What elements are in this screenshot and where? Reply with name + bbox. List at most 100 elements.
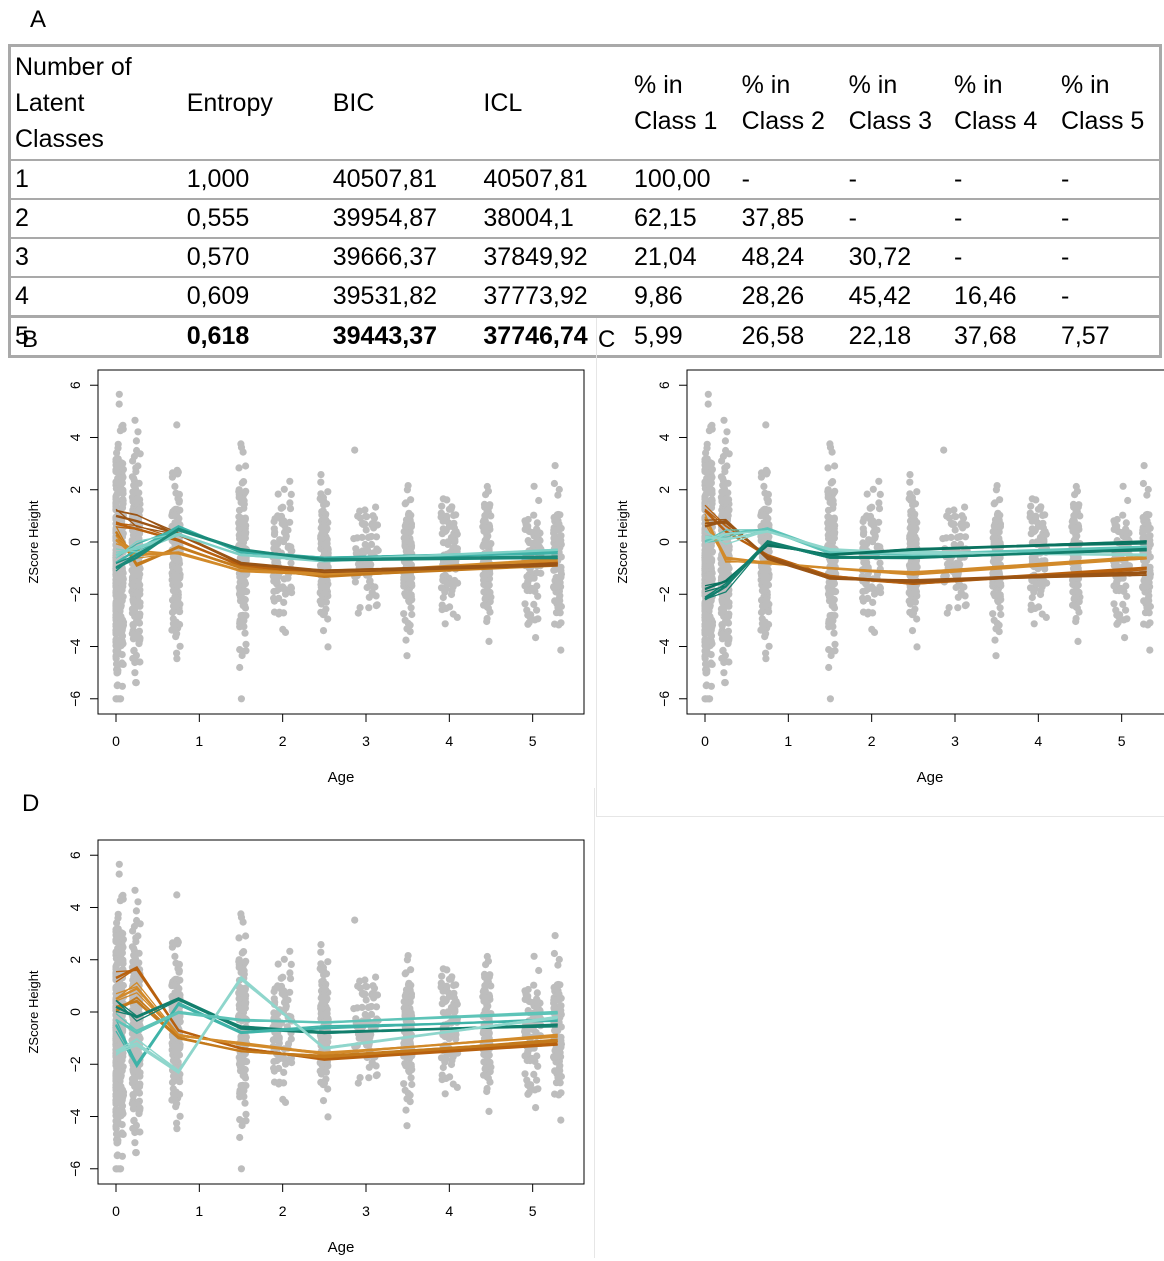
data-point xyxy=(829,478,837,486)
data-point xyxy=(369,590,377,598)
data-point xyxy=(171,1041,179,1049)
data-point xyxy=(115,390,123,398)
data-point xyxy=(236,663,244,672)
data-point xyxy=(116,1056,124,1064)
data-point xyxy=(482,571,490,579)
data-point xyxy=(760,571,768,579)
data-point xyxy=(761,489,769,497)
data-point xyxy=(824,519,832,527)
data-point xyxy=(555,485,563,494)
data-point xyxy=(1122,519,1130,527)
data-point xyxy=(286,975,295,983)
data-point xyxy=(176,1078,184,1086)
data-point xyxy=(959,520,967,528)
x-tick-label: 1 xyxy=(784,733,792,749)
series-line xyxy=(704,522,1147,584)
data-point xyxy=(130,481,138,489)
data-point xyxy=(438,530,446,538)
data-point xyxy=(242,957,250,965)
data-point xyxy=(533,519,541,527)
data-point xyxy=(279,503,287,511)
column-header-text: Latent Classes xyxy=(15,89,104,153)
data-point xyxy=(707,474,715,482)
data-point xyxy=(722,446,730,455)
data-point xyxy=(724,563,732,571)
data-point xyxy=(831,612,839,620)
data-point xyxy=(275,594,283,602)
table-cell: - xyxy=(844,159,950,200)
panel-label-a: A xyxy=(30,6,47,33)
data-point xyxy=(317,471,325,479)
data-point xyxy=(168,939,177,947)
data-point xyxy=(407,496,415,504)
data-point xyxy=(720,669,728,677)
data-point xyxy=(112,500,120,508)
data-point xyxy=(169,620,177,628)
y-tick-label: 4 xyxy=(67,433,83,441)
data-point xyxy=(135,479,143,487)
column-header-text: % in xyxy=(741,71,791,99)
data-point xyxy=(762,655,770,663)
data-point xyxy=(281,590,290,598)
data-point xyxy=(701,455,709,463)
data-point xyxy=(280,575,288,583)
data-point xyxy=(112,1121,120,1129)
data-point xyxy=(321,1011,329,1019)
data-point xyxy=(721,437,729,445)
series-line xyxy=(115,509,558,574)
data-point xyxy=(707,479,715,487)
data-point xyxy=(534,592,542,600)
data-point xyxy=(171,952,179,960)
data-point xyxy=(242,998,250,1006)
table-cell: 37773,92 xyxy=(479,276,631,318)
data-point xyxy=(704,400,712,408)
data-point xyxy=(129,1100,138,1108)
data-point xyxy=(279,973,287,981)
data-point xyxy=(875,505,884,513)
data-point xyxy=(317,948,325,956)
data-point xyxy=(118,479,126,487)
data-point xyxy=(950,520,958,528)
data-point xyxy=(991,529,999,537)
table-cell: 22,18 xyxy=(844,315,950,358)
data-point xyxy=(287,559,295,567)
data-point xyxy=(365,604,373,612)
data-point xyxy=(535,496,543,505)
data-point xyxy=(363,513,371,521)
data-point xyxy=(112,613,120,622)
data-point xyxy=(1122,606,1130,614)
data-point xyxy=(535,543,544,551)
data-point xyxy=(1140,462,1148,470)
data-point xyxy=(952,583,960,592)
data-point xyxy=(358,533,366,541)
data-point xyxy=(906,534,915,542)
data-point xyxy=(317,577,325,586)
y-tick-label: −6 xyxy=(656,691,672,707)
data-point xyxy=(135,1033,143,1041)
data-point xyxy=(355,1034,363,1042)
data-point xyxy=(240,576,248,584)
data-point xyxy=(286,969,294,977)
data-point xyxy=(280,598,288,606)
data-point xyxy=(352,549,360,557)
data-point xyxy=(324,958,332,966)
data-point xyxy=(718,654,726,663)
data-point xyxy=(908,627,917,635)
data-point xyxy=(239,621,247,629)
data-point xyxy=(322,605,330,613)
table-cell: 38004,1 xyxy=(479,198,631,239)
data-point xyxy=(1123,592,1131,600)
table-cell: - xyxy=(737,159,845,200)
table-cell: - xyxy=(949,198,1057,239)
data-point xyxy=(175,556,183,564)
data-point xyxy=(119,959,127,968)
data-point xyxy=(759,511,767,519)
data-point xyxy=(236,1057,244,1065)
data-point xyxy=(956,540,965,548)
data-point xyxy=(118,1121,126,1129)
data-point xyxy=(236,587,244,595)
data-point xyxy=(350,535,358,543)
data-point xyxy=(1040,536,1048,544)
data-point xyxy=(954,604,962,612)
data-point xyxy=(701,467,709,475)
